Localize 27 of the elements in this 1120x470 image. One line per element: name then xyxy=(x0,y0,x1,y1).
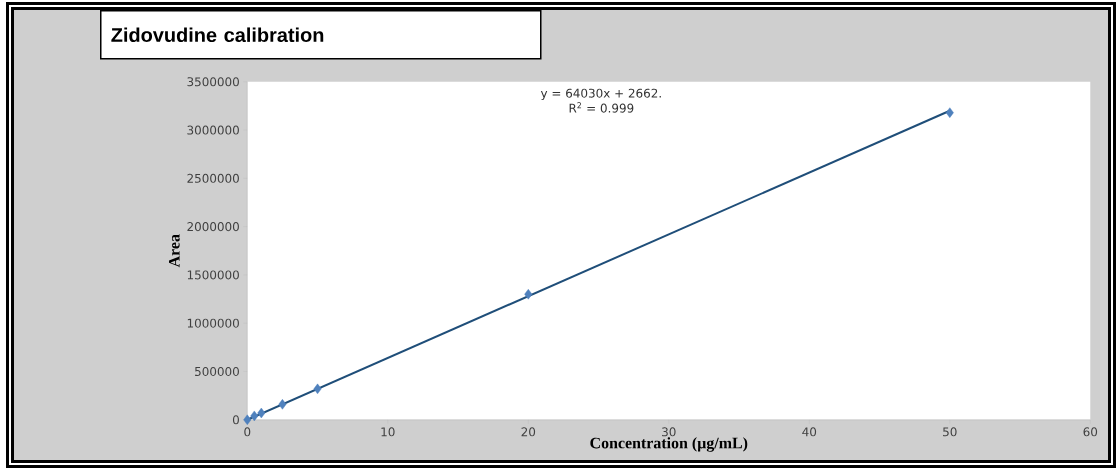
x-axis-title: Concentration (µg/mL) xyxy=(590,437,748,452)
y-tick-label: 0 xyxy=(232,415,239,425)
x-tick-label: 40 xyxy=(802,427,817,437)
point xyxy=(243,414,252,425)
x-tick-label: 0 xyxy=(244,427,251,437)
y-tick-label: 1000000 xyxy=(187,318,239,328)
x-tick-label: 30 xyxy=(662,427,676,437)
y-tick-label: 3000000 xyxy=(187,125,239,135)
chart-title: Zidovudine calibration xyxy=(111,27,324,43)
x-tick-label: 20 xyxy=(521,427,536,437)
y-tick-label: 500000 xyxy=(195,366,239,377)
point xyxy=(945,107,954,118)
annotation: R$^{2}$ = 0.999 xyxy=(569,102,634,113)
y-tick-label: 2500000 xyxy=(187,173,239,183)
y-tick-label: 3500000 xyxy=(187,77,239,87)
point xyxy=(313,383,322,395)
point xyxy=(278,399,287,410)
y-tick-label: 2000000 xyxy=(187,222,239,232)
x-tick-label: 60 xyxy=(1083,427,1098,437)
y-axis-title: Area xyxy=(169,234,180,268)
point xyxy=(250,410,259,422)
x-tick-label: 10 xyxy=(381,427,395,437)
y-tick-label: 1500000 xyxy=(187,270,239,280)
point xyxy=(524,289,533,300)
x-tick-label: 50 xyxy=(943,427,957,437)
annotation: y = 64030x + 2662. xyxy=(540,88,661,101)
point xyxy=(257,407,266,419)
